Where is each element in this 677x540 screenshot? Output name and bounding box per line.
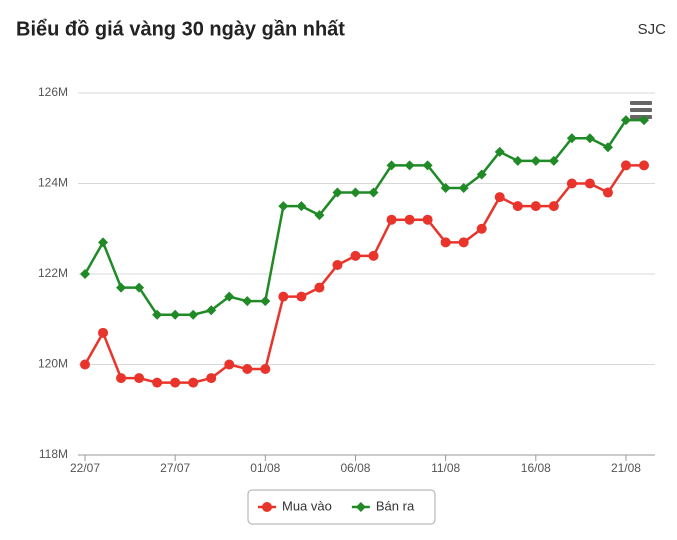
point: [188, 377, 199, 388]
y-tick-label: 124M: [38, 176, 68, 190]
legend-label[interactable]: Bán ra: [376, 498, 415, 513]
legend-label[interactable]: Mua vào: [282, 498, 332, 513]
point: [350, 250, 361, 261]
point: [134, 373, 145, 384]
y-tick-label: 118M: [39, 447, 68, 461]
point: [368, 250, 379, 261]
point: [116, 373, 127, 384]
point: [98, 327, 109, 338]
point: [368, 187, 379, 198]
point: [458, 237, 469, 248]
point: [404, 160, 415, 171]
point: [530, 201, 541, 212]
point: [639, 115, 649, 126]
point: [170, 309, 181, 320]
point: [440, 237, 451, 248]
point: [422, 214, 433, 225]
point: [260, 364, 271, 375]
y-tick-label: 122M: [38, 266, 68, 280]
point: [494, 192, 505, 203]
point: [602, 187, 613, 198]
point: [476, 169, 487, 180]
legend-item[interactable]: Bán ra: [351, 498, 415, 513]
point: [332, 187, 343, 198]
legend-marker[interactable]: [355, 502, 366, 512]
point: [566, 133, 577, 144]
point: [584, 178, 595, 189]
menu-button[interactable]: [630, 101, 652, 119]
y-tick-label: 120M: [38, 357, 68, 371]
point: [530, 155, 541, 166]
point: [440, 183, 451, 194]
point: [386, 214, 397, 225]
point: [620, 115, 631, 126]
point: [314, 282, 325, 293]
point: [98, 237, 109, 248]
point: [188, 309, 199, 320]
chart-subtitle: SJC: [638, 21, 667, 38]
point: [242, 364, 253, 375]
point: [404, 214, 415, 225]
point: [152, 377, 163, 388]
point: [602, 142, 613, 153]
menu-bar[interactable]: [630, 108, 652, 112]
point: [278, 291, 289, 302]
x-tick-label: 22/07: [70, 461, 100, 475]
point: [548, 155, 559, 166]
point: [512, 155, 523, 166]
point: [170, 377, 181, 388]
point: [260, 296, 271, 307]
point: [224, 359, 235, 370]
point: [296, 201, 307, 212]
point: [386, 160, 397, 171]
legend-box: [247, 489, 436, 525]
point: [566, 178, 577, 189]
point: [584, 133, 595, 144]
y-tick-label: 126M: [38, 85, 68, 99]
x-tick-label: 11/08: [431, 461, 460, 475]
point: [296, 291, 307, 302]
point: [80, 269, 90, 279]
x-tick-label: 27/07: [160, 461, 190, 475]
point: [80, 359, 90, 370]
x-tick-label: 21/08: [611, 461, 641, 475]
menu-bar[interactable]: [630, 101, 652, 105]
x-tick-label: 16/08: [521, 461, 551, 475]
point: [350, 187, 361, 198]
point: [458, 183, 469, 194]
point: [134, 282, 145, 293]
point: [152, 309, 163, 320]
point: [476, 223, 487, 234]
point: [332, 259, 343, 270]
point: [422, 160, 433, 171]
point: [512, 201, 523, 212]
point: [224, 291, 235, 302]
point: [206, 305, 217, 316]
legend-marker[interactable]: [262, 502, 272, 512]
point: [620, 160, 631, 171]
chart-title: Biểu đồ giá vàng 30 ngày gần nhất: [16, 18, 345, 40]
point: [242, 296, 253, 307]
point: [494, 146, 505, 157]
x-tick-label: 06/08: [340, 461, 370, 475]
point: [639, 160, 649, 171]
x-tick-label: 01/08: [250, 461, 280, 475]
point: [206, 373, 217, 384]
point: [314, 210, 325, 221]
legend-item[interactable]: Mua vào: [258, 498, 332, 513]
point: [548, 201, 559, 212]
series-line: [83, 118, 644, 316]
point: [278, 201, 289, 212]
point: [116, 282, 127, 293]
